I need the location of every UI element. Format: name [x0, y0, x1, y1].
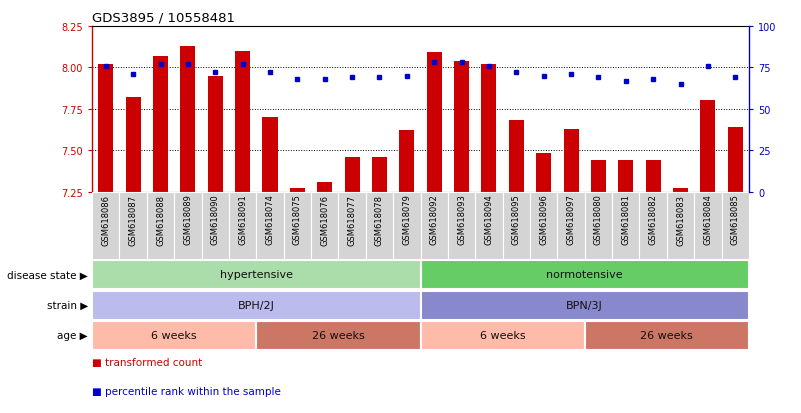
Bar [92, 192, 119, 260]
Bar [263, 118, 277, 192]
Bar [448, 192, 475, 260]
Bar [564, 129, 578, 192]
Bar [646, 161, 661, 192]
Text: GSM618079: GSM618079 [402, 194, 412, 245]
Text: normotensive: normotensive [546, 270, 623, 280]
Text: GSM618097: GSM618097 [566, 194, 576, 245]
Bar [256, 321, 421, 350]
Text: ■ transformed count: ■ transformed count [92, 357, 203, 367]
Bar [475, 192, 503, 260]
Bar [536, 154, 551, 192]
Text: BPN/3J: BPN/3J [566, 300, 603, 310]
Bar [153, 57, 168, 192]
Bar [666, 192, 694, 260]
Bar [339, 192, 366, 260]
Bar [481, 65, 497, 192]
Bar [147, 192, 175, 260]
Text: GSM618081: GSM618081 [622, 194, 630, 245]
Bar [509, 121, 524, 192]
Bar [421, 192, 448, 260]
Bar [180, 47, 195, 192]
Text: age ▶: age ▶ [58, 330, 88, 341]
Text: GDS3895 / 10558481: GDS3895 / 10558481 [92, 11, 235, 24]
Text: GSM618091: GSM618091 [238, 194, 248, 245]
Text: GSM618086: GSM618086 [101, 194, 111, 245]
Text: strain ▶: strain ▶ [47, 300, 88, 311]
Bar [207, 76, 223, 192]
Text: GSM618092: GSM618092 [429, 194, 439, 245]
Bar [317, 182, 332, 192]
Bar [92, 321, 256, 350]
Bar [591, 161, 606, 192]
Bar [99, 65, 113, 192]
Bar [700, 101, 715, 192]
Bar [421, 261, 749, 290]
Bar [427, 53, 441, 192]
Text: GSM618088: GSM618088 [156, 194, 165, 245]
Bar [694, 192, 722, 260]
Text: GSM618090: GSM618090 [211, 194, 219, 245]
Text: GSM618093: GSM618093 [457, 194, 466, 245]
Bar [612, 192, 639, 260]
Bar [126, 98, 141, 192]
Text: GSM618076: GSM618076 [320, 194, 329, 245]
Bar [400, 131, 414, 192]
Bar [393, 192, 421, 260]
Bar [454, 62, 469, 192]
Text: GSM618087: GSM618087 [129, 194, 138, 245]
Text: ■ percentile rank within the sample: ■ percentile rank within the sample [92, 386, 281, 396]
Bar [585, 321, 749, 350]
Bar [202, 192, 229, 260]
Bar [290, 189, 305, 192]
Text: GSM618082: GSM618082 [649, 194, 658, 245]
Text: GSM618075: GSM618075 [293, 194, 302, 245]
Bar [344, 157, 360, 192]
Bar [722, 192, 749, 260]
Bar [92, 291, 421, 320]
Bar [119, 192, 147, 260]
Text: GSM618084: GSM618084 [703, 194, 712, 245]
Bar [421, 321, 585, 350]
Text: hypertensive: hypertensive [219, 270, 293, 280]
Bar [557, 192, 585, 260]
Text: GSM618078: GSM618078 [375, 194, 384, 245]
Text: GSM618089: GSM618089 [183, 194, 192, 245]
Bar [585, 192, 612, 260]
Bar [229, 192, 256, 260]
Text: disease state ▶: disease state ▶ [7, 270, 88, 280]
Bar [618, 161, 634, 192]
Bar [256, 192, 284, 260]
Bar [372, 157, 387, 192]
Text: 6 weeks: 6 weeks [151, 330, 197, 340]
Bar [235, 52, 250, 192]
Bar [366, 192, 393, 260]
Text: 26 weeks: 26 weeks [641, 330, 693, 340]
Bar [673, 189, 688, 192]
Bar [728, 128, 743, 192]
Bar [284, 192, 311, 260]
Bar [175, 192, 202, 260]
Bar [639, 192, 666, 260]
Bar [92, 261, 421, 290]
Text: GSM618074: GSM618074 [265, 194, 275, 245]
Text: GSM618095: GSM618095 [512, 194, 521, 245]
Bar [503, 192, 530, 260]
Text: GSM618085: GSM618085 [731, 194, 740, 245]
Text: 6 weeks: 6 weeks [480, 330, 525, 340]
Bar [421, 291, 749, 320]
Bar [530, 192, 557, 260]
Text: GSM618077: GSM618077 [348, 194, 356, 245]
Text: GSM618096: GSM618096 [539, 194, 548, 245]
Text: GSM618094: GSM618094 [485, 194, 493, 245]
Bar [311, 192, 339, 260]
Text: GSM618083: GSM618083 [676, 194, 685, 245]
Text: 26 weeks: 26 weeks [312, 330, 364, 340]
Text: BPH/2J: BPH/2J [238, 300, 275, 310]
Text: GSM618080: GSM618080 [594, 194, 603, 245]
